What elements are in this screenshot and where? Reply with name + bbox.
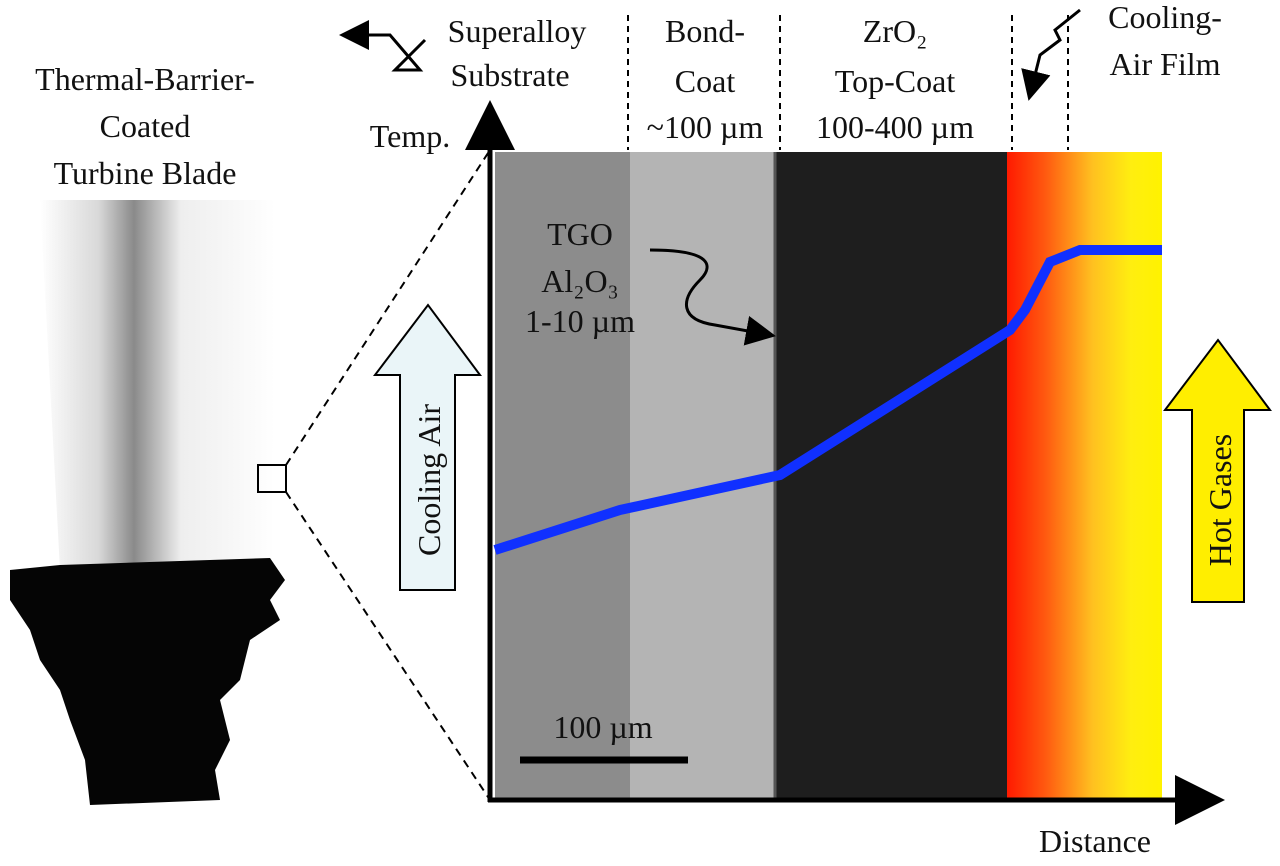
layer-label: Top-Coat <box>835 63 956 99</box>
top-coat-layer <box>775 152 1007 800</box>
blade-root <box>10 558 285 805</box>
layer-label: Bond- <box>665 13 745 49</box>
y-axis-label: Temp. <box>370 118 450 154</box>
layer-label: Cooling- <box>1108 0 1222 35</box>
layer-label: Air Film <box>1109 46 1220 82</box>
blade-airfoil <box>40 200 275 570</box>
zoom-line <box>285 491 491 801</box>
tgo-label: TGO <box>547 216 613 252</box>
tgo-pointer <box>649 248 776 346</box>
layer-label: Superalloy <box>448 13 587 49</box>
zoom-line <box>285 149 491 466</box>
hot-gases-label: Hot Gases <box>1202 434 1238 566</box>
layer-label: ~100 µm <box>647 109 764 145</box>
layer-label: ZrO₂ <box>863 13 927 49</box>
substrate-layer <box>495 152 630 800</box>
substrate-pointer <box>339 20 427 72</box>
scale-bar-label: 100 µm <box>553 709 652 745</box>
layer-label: 100-400 µm <box>816 109 974 145</box>
blade-title: Coated <box>100 108 191 144</box>
air-film-pointer <box>1021 8 1081 101</box>
layer-label: Substrate <box>450 57 569 93</box>
tgo-label: 1-10 µm <box>525 303 635 339</box>
x-axis-label: Distance <box>1039 823 1151 859</box>
hot-gas-layer <box>1007 152 1162 800</box>
layer-label: Coat <box>675 63 736 99</box>
zoom-box <box>257 464 287 493</box>
blade-title: Turbine Blade <box>54 155 237 191</box>
tgo-label: Al₂O₃ <box>541 263 618 299</box>
blade-title: Thermal-Barrier- <box>35 61 255 97</box>
cooling-air-arrow <box>372 303 482 591</box>
cooling-air-label: Cooling Air <box>411 404 447 556</box>
hot-gases-arrow <box>1162 338 1272 603</box>
temperature-profile <box>493 245 1162 555</box>
